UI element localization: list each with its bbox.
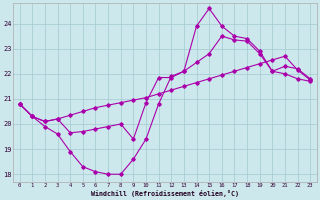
X-axis label: Windchill (Refroidissement éolien,°C): Windchill (Refroidissement éolien,°C) bbox=[91, 190, 239, 197]
